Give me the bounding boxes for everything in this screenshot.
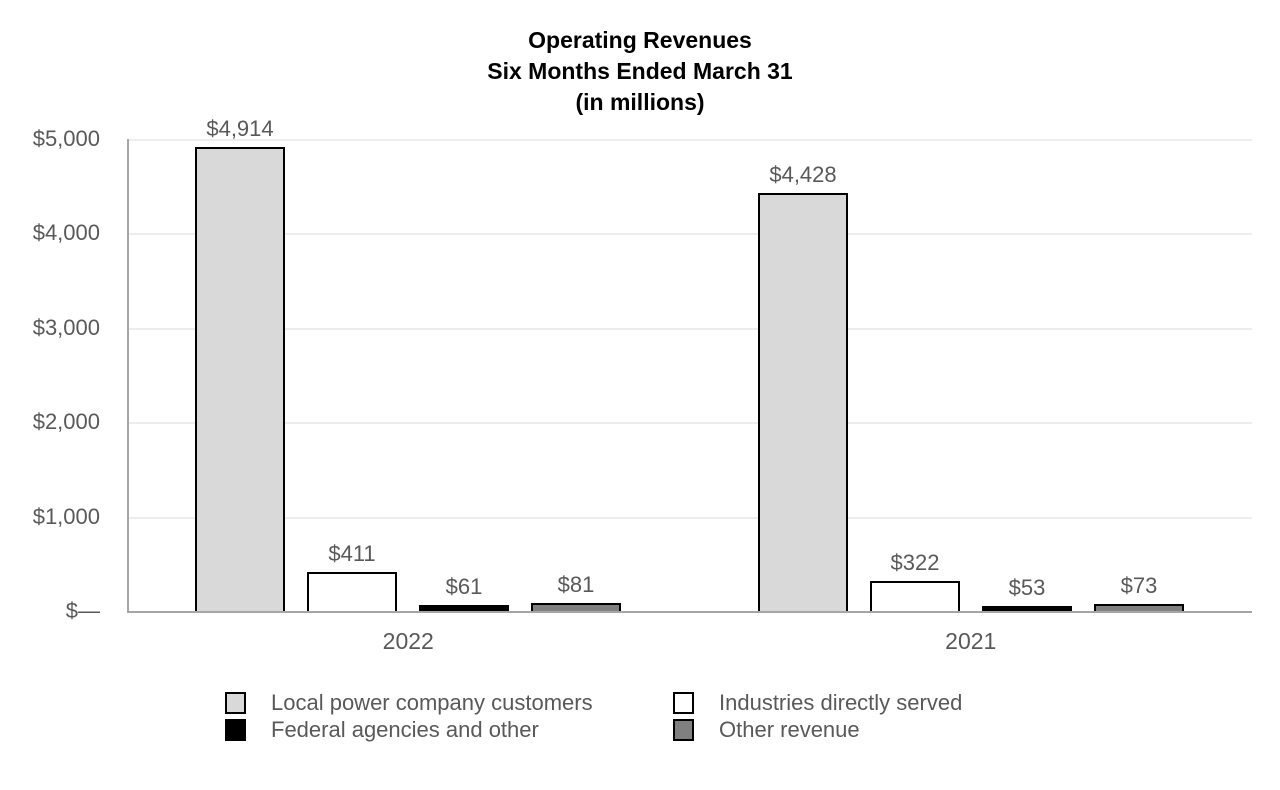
legend-item: Local power company customers bbox=[225, 692, 673, 714]
bar-value-label: $4,914 bbox=[206, 116, 274, 141]
legend-item: Other revenue bbox=[673, 719, 962, 741]
legend-swatch bbox=[673, 692, 694, 714]
bar-industries-directly-served-2022 bbox=[307, 572, 397, 613]
legend-swatch bbox=[225, 692, 246, 714]
bar-local-power-company-customers-2022 bbox=[195, 147, 285, 613]
gridline bbox=[129, 139, 1252, 141]
bar-value-label: $53 bbox=[1008, 575, 1046, 600]
x-axis-category-label: 2022 bbox=[382, 628, 434, 654]
bar-value-label: $81 bbox=[557, 572, 595, 597]
gridline bbox=[129, 422, 1252, 424]
legend-label: Federal agencies and other bbox=[271, 717, 539, 742]
y-axis-tick-label: $1,000 bbox=[32, 504, 100, 529]
gridline bbox=[129, 328, 1252, 330]
chart-title-line2: Six Months Ended March 31 bbox=[487, 58, 793, 84]
y-axis-tick-label: $5,000 bbox=[32, 126, 100, 151]
bar-value-label: $322 bbox=[890, 550, 940, 575]
y-axis-tick-label: $— bbox=[65, 598, 100, 623]
legend-swatch bbox=[225, 719, 246, 741]
bar-local-power-company-customers-2021 bbox=[758, 193, 848, 613]
chart-title: Operating Revenues Six Months Ended Marc… bbox=[0, 25, 1280, 118]
gridline bbox=[129, 517, 1252, 519]
y-axis-tick-label: $3,000 bbox=[32, 315, 100, 340]
legend-item: Federal agencies and other bbox=[225, 719, 673, 741]
bar-value-label: $411 bbox=[328, 541, 376, 566]
legend-label: Local power company customers bbox=[271, 690, 593, 715]
legend-label: Other revenue bbox=[719, 717, 860, 742]
bar-value-label: $61 bbox=[445, 574, 483, 599]
x-axis-category-label: 2021 bbox=[945, 628, 997, 654]
legend-item: Industries directly served bbox=[673, 692, 962, 714]
bar-industries-directly-served-2021 bbox=[870, 581, 960, 613]
bar-value-label: $4,428 bbox=[769, 162, 837, 187]
legend-label: Industries directly served bbox=[719, 690, 963, 715]
legend: Local power company customers Industries … bbox=[225, 692, 962, 741]
x-axis-line bbox=[127, 611, 1252, 613]
chart-title-line1: Operating Revenues bbox=[528, 27, 752, 53]
y-axis-line bbox=[127, 139, 129, 613]
bar-value-label: $73 bbox=[1120, 573, 1158, 598]
legend-swatch bbox=[673, 719, 694, 741]
y-axis-tick-label: $4,000 bbox=[32, 220, 100, 245]
chart-title-line3: (in millions) bbox=[575, 89, 705, 115]
y-axis-tick-label: $2,000 bbox=[32, 409, 100, 434]
gridline bbox=[129, 233, 1252, 235]
